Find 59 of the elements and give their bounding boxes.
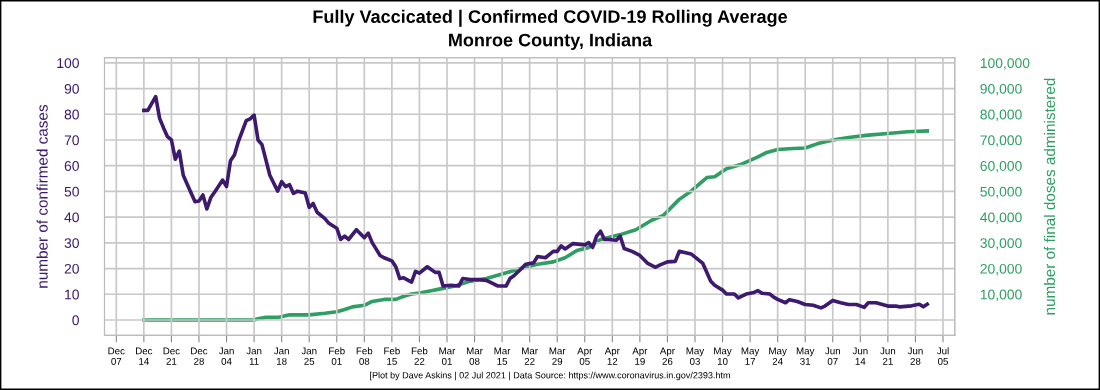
x-tick-label: Apr 12 — [604, 347, 620, 365]
y-tick-label: 40 — [64, 212, 79, 223]
y2-tick-label: 100,000 — [980, 58, 1030, 70]
x-tick-label: Jun 14 — [852, 347, 868, 365]
chart-subtitle: Monroe County, Indiana — [449, 33, 653, 50]
y2-tick-label: 10,000 — [980, 289, 1022, 302]
x-tick-label: May 31 — [796, 347, 815, 365]
x-tick-label: Jan 25 — [301, 347, 317, 365]
x-tick-label: Jul 05 — [936, 347, 949, 365]
x-tick-label: Jun 28 — [907, 347, 923, 365]
text: [Plot by Dave Askins | 02 Jul 2021 | Data Source: https://www.coronavirus.in.gov/2393.htm — [370, 371, 730, 381]
x-tick-label: Feb 15 — [384, 347, 400, 365]
y-axis-title: number of confirmed cases — [36, 104, 48, 288]
x-tick-label: Mar 08 — [466, 347, 483, 365]
x-tick-label: Apr 26 — [659, 347, 675, 365]
x-tick-label: Jan 18 — [273, 347, 289, 365]
x-tick-label: Dec 21 — [163, 347, 180, 365]
line-series — [142, 94, 930, 310]
y2-tick-label: 90,000 — [980, 83, 1022, 96]
x-tick-label: Dec 07 — [108, 347, 125, 365]
chart-title: Fully Vaccicated | Confirmed COVID-19 Rolling Average — [313, 9, 788, 27]
y2-tick-label: 80,000 — [980, 109, 1022, 122]
x-tick-label: Dec 14 — [136, 347, 153, 365]
x-tick-label: Dec 28 — [191, 347, 208, 365]
x-tick-label: May 10 — [714, 347, 732, 365]
x-tick-label: Jun 21 — [880, 347, 896, 365]
y-tick-label: 20 — [64, 263, 79, 274]
x-tick-label: Feb 01 — [329, 347, 345, 365]
x-tick-label: Feb 08 — [356, 347, 373, 365]
x-tick-label: Apr 05 — [577, 347, 593, 365]
y2-tick-label: 60,000 — [980, 161, 1022, 173]
x-tick-label: Mar 22 — [522, 347, 538, 365]
x-tick-label: May 03 — [686, 347, 705, 365]
line-series — [142, 129, 930, 322]
y-tick-label: 90 — [64, 83, 79, 94]
y-tick-label: 0 — [72, 315, 79, 326]
y2-tick-label: 40,000 — [980, 212, 1022, 224]
x-tick-label: Jan 11 — [246, 347, 262, 365]
y2-axis-title: number of final doses administered — [1043, 78, 1056, 315]
y-tick-label: 80 — [64, 109, 79, 120]
y-tick-label: 100 — [57, 58, 79, 69]
x-tick-label: Mar 01 — [439, 347, 456, 365]
y2-tick-label: 50,000 — [980, 186, 1022, 199]
y2-tick-label: 30,000 — [980, 238, 1022, 250]
y2-tick-label: 70,000 — [980, 135, 1022, 147]
x-tick-label: Mar 15 — [494, 347, 511, 365]
x-tick-label: Mar 29 — [549, 347, 566, 365]
x-tick-label: Jan 04 — [218, 347, 234, 365]
y-tick-label: 50 — [64, 186, 79, 197]
x-tick-label: May 17 — [741, 347, 760, 365]
x-tick-label: Apr 19 — [632, 347, 648, 365]
y-tick-label: 10 — [65, 289, 79, 300]
x-tick-label: May 24 — [769, 347, 787, 365]
y-tick-label: 60 — [64, 161, 79, 171]
x-tick-label: Jun 07 — [825, 347, 840, 365]
y2-tick-label: 20,000 — [980, 263, 1022, 276]
y-tick-label: 30 — [64, 238, 79, 249]
y-tick-label: 70 — [64, 135, 79, 146]
x-tick-label: Feb 22 — [411, 347, 428, 365]
